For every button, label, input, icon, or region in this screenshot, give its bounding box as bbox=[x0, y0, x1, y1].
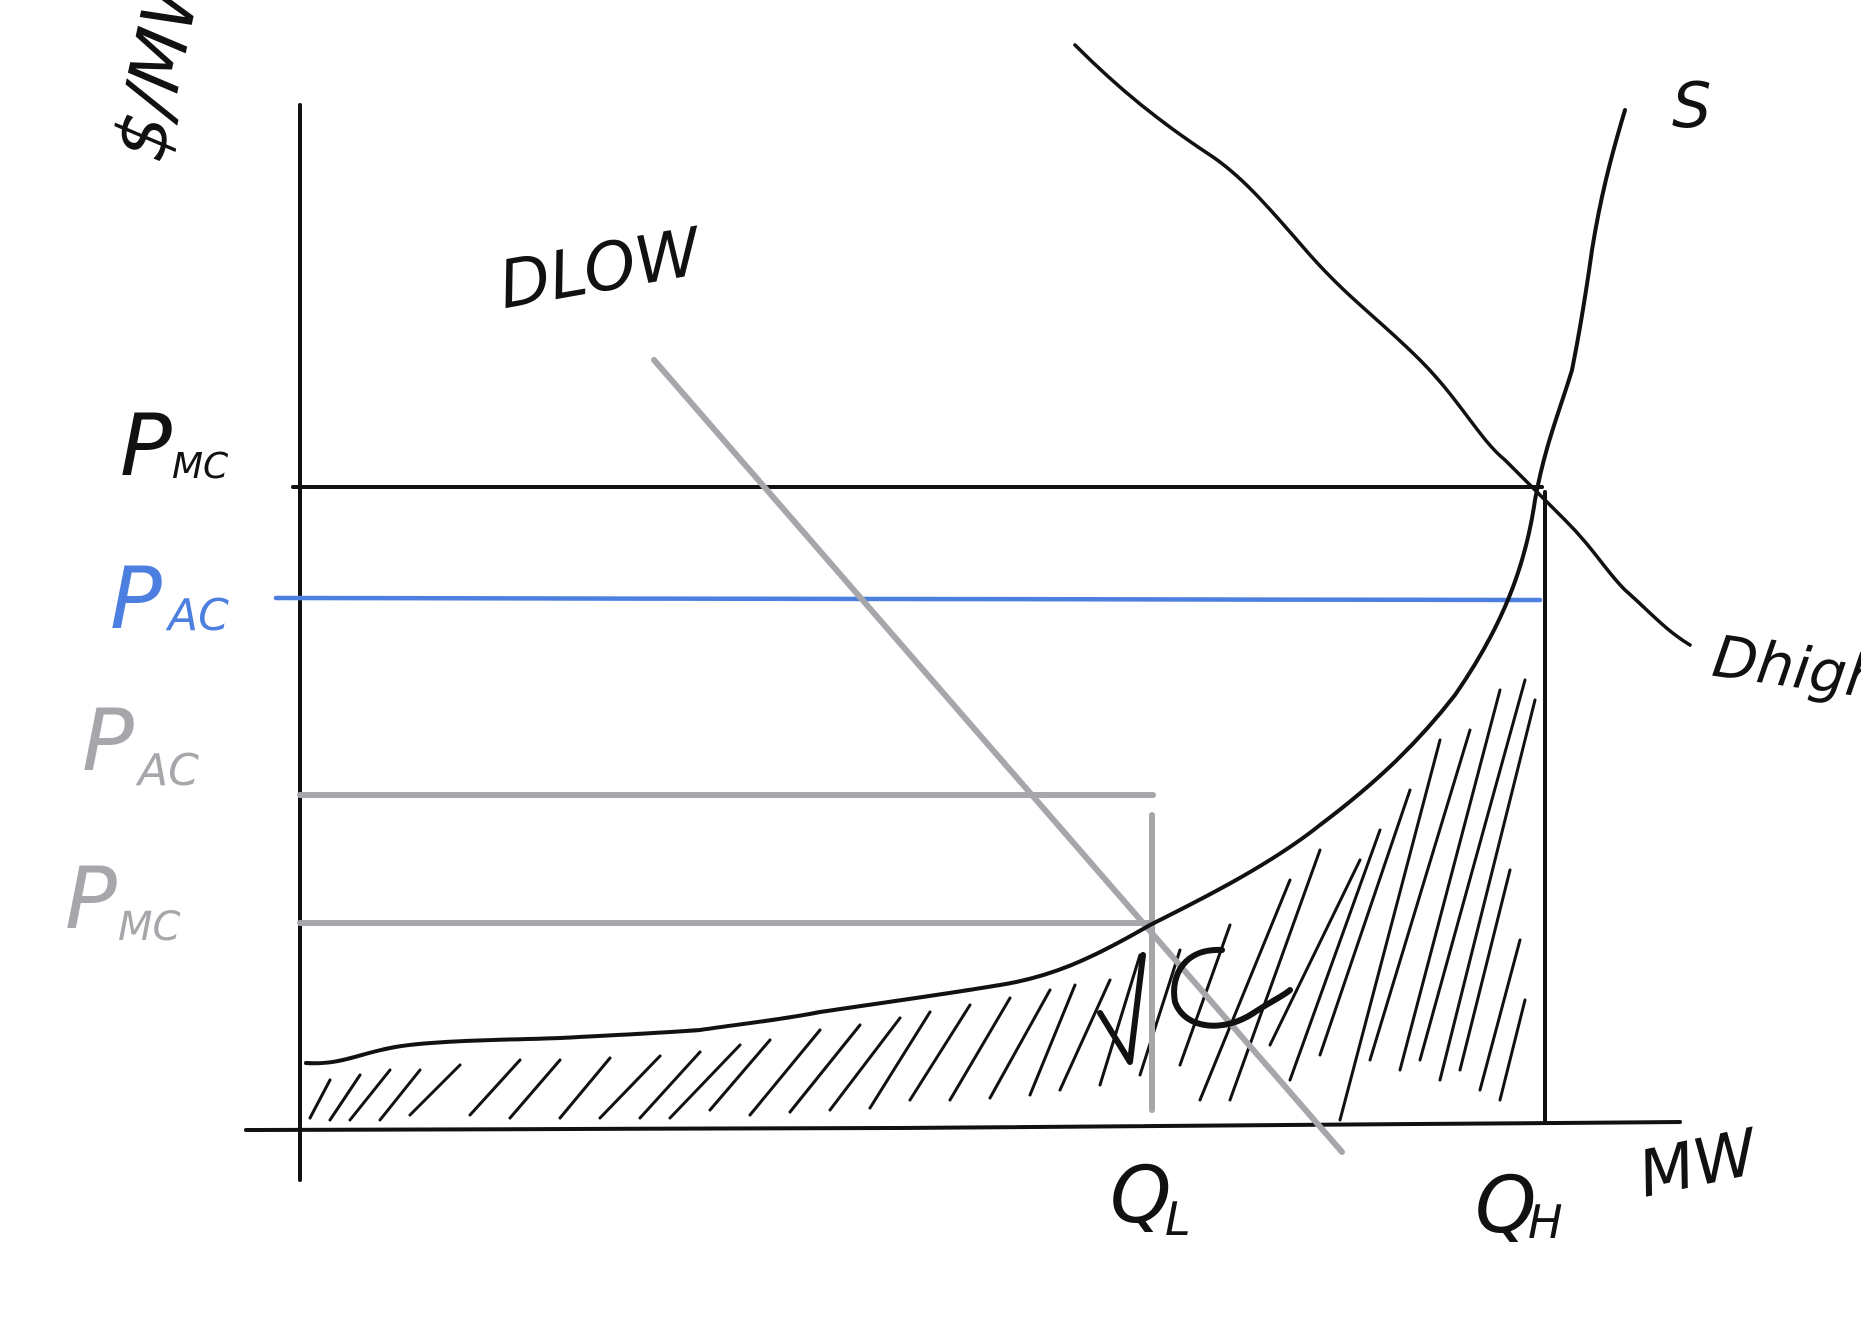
hatch-stroke bbox=[1398, 688, 1502, 1072]
hatch-stroke bbox=[668, 1043, 742, 1120]
hatch-stroke bbox=[1418, 678, 1527, 1062]
hatch-stroke bbox=[1058, 978, 1112, 1092]
svg-text:L: L bbox=[1165, 1192, 1191, 1246]
svg-text:MC: MC bbox=[118, 904, 181, 950]
svg-text:Q: Q bbox=[1475, 1161, 1536, 1251]
variable-cost-hatching bbox=[308, 678, 1537, 1122]
svg-text:P: P bbox=[82, 691, 134, 791]
vc-letter-c bbox=[1171, 946, 1293, 1029]
hatch-stroke bbox=[508, 1058, 562, 1120]
svg-text:P: P bbox=[110, 549, 162, 649]
hatch-stroke bbox=[328, 1073, 362, 1122]
hatch-stroke bbox=[1268, 858, 1362, 1047]
supply-curve-label: S bbox=[1672, 69, 1711, 142]
hatch-stroke bbox=[1438, 698, 1537, 1082]
demand-high-label: Dhigh bbox=[1709, 622, 1861, 713]
y-axis-label: $/MW bbox=[97, 0, 222, 168]
hatch-stroke bbox=[908, 1003, 972, 1102]
x-axis bbox=[244, 1120, 1682, 1132]
price-label-high-ac: P AC bbox=[110, 549, 229, 649]
svg-text:Q: Q bbox=[1110, 1151, 1171, 1241]
price-label-low-ac: P AC bbox=[82, 691, 199, 796]
hatch-stroke bbox=[708, 1038, 772, 1112]
hatch-stroke bbox=[1498, 998, 1527, 1102]
quantity-label-high: Q H bbox=[1475, 1161, 1563, 1251]
vc-area-label bbox=[1097, 946, 1293, 1065]
hatch-stroke bbox=[1198, 878, 1292, 1102]
hatch-stroke bbox=[408, 1063, 462, 1117]
demand-low-curve bbox=[651, 357, 1345, 1155]
hatch-stroke bbox=[558, 1056, 612, 1120]
hatch-stroke bbox=[828, 1016, 902, 1112]
hatch-stroke bbox=[1368, 728, 1472, 1062]
supply-curve bbox=[304, 108, 1627, 1066]
hatch-stroke bbox=[948, 996, 1012, 1102]
hatch-stroke bbox=[638, 1050, 702, 1120]
price-label-low-mc: P MC bbox=[65, 849, 181, 950]
hatch-stroke bbox=[468, 1058, 522, 1117]
hatch-stroke bbox=[378, 1068, 422, 1122]
svg-text:H: H bbox=[1528, 1195, 1563, 1249]
hatch-stroke bbox=[308, 1078, 332, 1120]
hatch-stroke bbox=[988, 988, 1052, 1100]
price-line-high-ac bbox=[273, 595, 1543, 603]
svg-text:AC: AC bbox=[165, 590, 229, 641]
hatch-stroke bbox=[1478, 938, 1522, 1092]
hatch-stroke bbox=[868, 1010, 932, 1110]
price-label-high-mc: P MC bbox=[120, 396, 229, 496]
svg-text:AC: AC bbox=[135, 745, 199, 796]
svg-text:MC: MC bbox=[172, 446, 229, 487]
svg-text:P: P bbox=[120, 396, 172, 496]
hatch-stroke bbox=[1098, 953, 1142, 1087]
hatch-stroke bbox=[788, 1023, 862, 1114]
hatch-stroke bbox=[1028, 983, 1077, 1097]
hatch-stroke bbox=[1318, 788, 1412, 1057]
hatch-stroke bbox=[598, 1054, 662, 1120]
x-axis-label: MW bbox=[1632, 1115, 1766, 1213]
hatch-stroke bbox=[748, 1028, 822, 1117]
hatch-stroke bbox=[1288, 828, 1382, 1082]
hatch-stroke bbox=[1138, 948, 1182, 1077]
hatch-stroke bbox=[1458, 868, 1512, 1072]
demand-high-curve bbox=[1073, 43, 1692, 647]
vc-letter-v bbox=[1097, 952, 1146, 1065]
hatch-stroke bbox=[1228, 848, 1322, 1102]
quantity-label-low: Q L bbox=[1110, 1151, 1191, 1246]
demand-low-label: DLOW bbox=[493, 213, 709, 325]
svg-text:P: P bbox=[65, 849, 117, 949]
hatch-stroke bbox=[348, 1068, 392, 1122]
hatch-stroke bbox=[1338, 738, 1442, 1122]
